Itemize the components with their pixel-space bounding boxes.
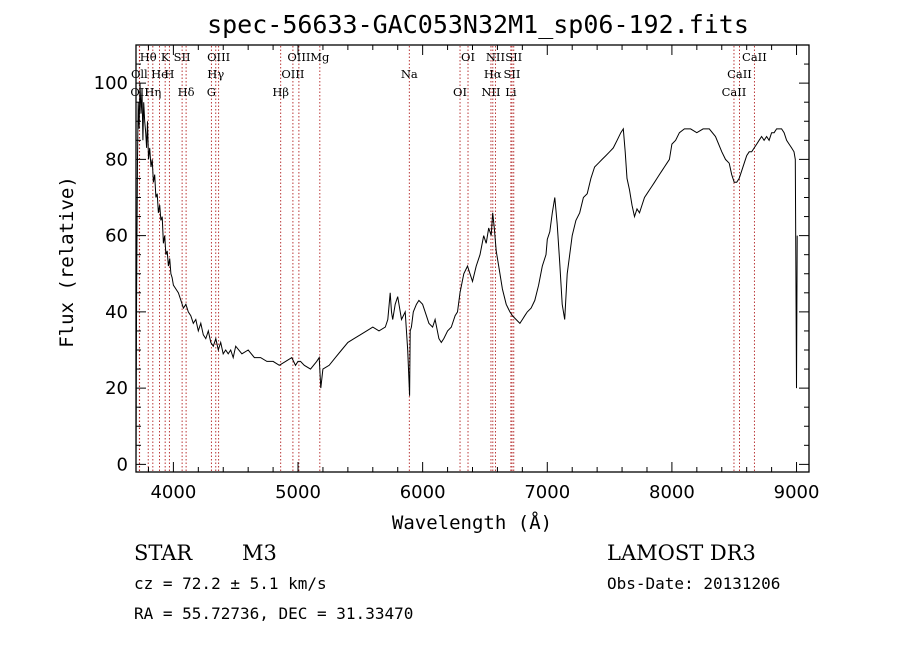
spectral-line-label: Oll [131,67,148,81]
spectral-line-label: K [161,50,170,64]
spectrum-line [135,83,798,465]
spectral-line-label: Hδ [178,85,195,99]
observation-date: Obs-Date: 20131206 [607,574,780,593]
spectral-line-label: OI [453,85,467,99]
x-tick-label: 6000 [400,482,446,503]
y-tick-label: 80 [105,149,128,170]
spectral-line-label: Hα [484,67,502,81]
x-tick-label: 8000 [649,482,695,503]
y-tick-label: 20 [105,378,128,399]
spectral-line-label: OIII [287,50,310,64]
spectral-line-label: OI [461,50,475,64]
spectral-line-label: CaII [742,50,767,64]
y-tick-label: 40 [105,302,128,323]
x-axis-ticks: 4000 5000 6000 7000 8000 9000 [147,45,820,503]
spectral-line-label: Hγ [207,67,224,81]
y-tick-label: 0 [117,454,128,475]
object-subclass: M3 [242,541,277,565]
plot-frame [135,44,810,473]
y-tick-label: 100 [94,73,128,94]
redshift-value: cz = 72.2 ± 5.1 km/s [134,574,327,593]
spectral-line-label: H [164,67,174,81]
spectral-line-label: SII [504,67,521,81]
x-tick-label: 9000 [774,482,820,503]
object-class: STAR [134,541,193,565]
x-tick-label: 4000 [150,482,196,503]
spectral-line-label: Li [505,85,517,99]
spectral-line-label: Hβ [272,85,289,99]
spectral-line-label: Hθ [140,50,157,64]
x-axis-label: Wavelength (Å) [392,511,552,534]
spectral-line-label: Hη [144,85,161,99]
spectral-line-labels: HθOllOIIKHeHηSIIHHδOIIIHγGOIIIOIIIHβMgNa… [130,50,766,99]
spectral-line-label: Na [401,67,418,81]
chart-title: spec-56633-GAC053N32M1_sp06-192.fits [207,10,749,39]
spectral-line-label: SII [505,50,522,64]
spectral-line-label: He [151,67,168,81]
spectral-line-label: OIII [207,50,230,64]
y-tick-label: 60 [105,226,128,247]
x-tick-label: 7000 [524,482,570,503]
survey-name: LAMOST DR3 [607,541,756,565]
spectral-line-label: NII [481,85,500,99]
spectral-line-label: Mg [310,50,330,64]
ra-dec-coordinates: RA = 55.72736, DEC = 31.33470 [134,604,413,623]
spectral-line-label: CaII [722,85,747,99]
spectral-line-label: CaII [727,67,752,81]
spectral-line-label: NII [486,50,505,64]
spectral-line-label: G [207,85,216,99]
y-axis-label: Flux (relative) [56,176,78,348]
spectral-line-label: SII [174,50,191,64]
y-axis-ticks: 0 20 40 60 80 100 [94,63,809,475]
x-tick-label: 5000 [275,482,321,503]
spectral-lines [138,46,755,471]
spectral-line-label: OIII [281,67,304,81]
